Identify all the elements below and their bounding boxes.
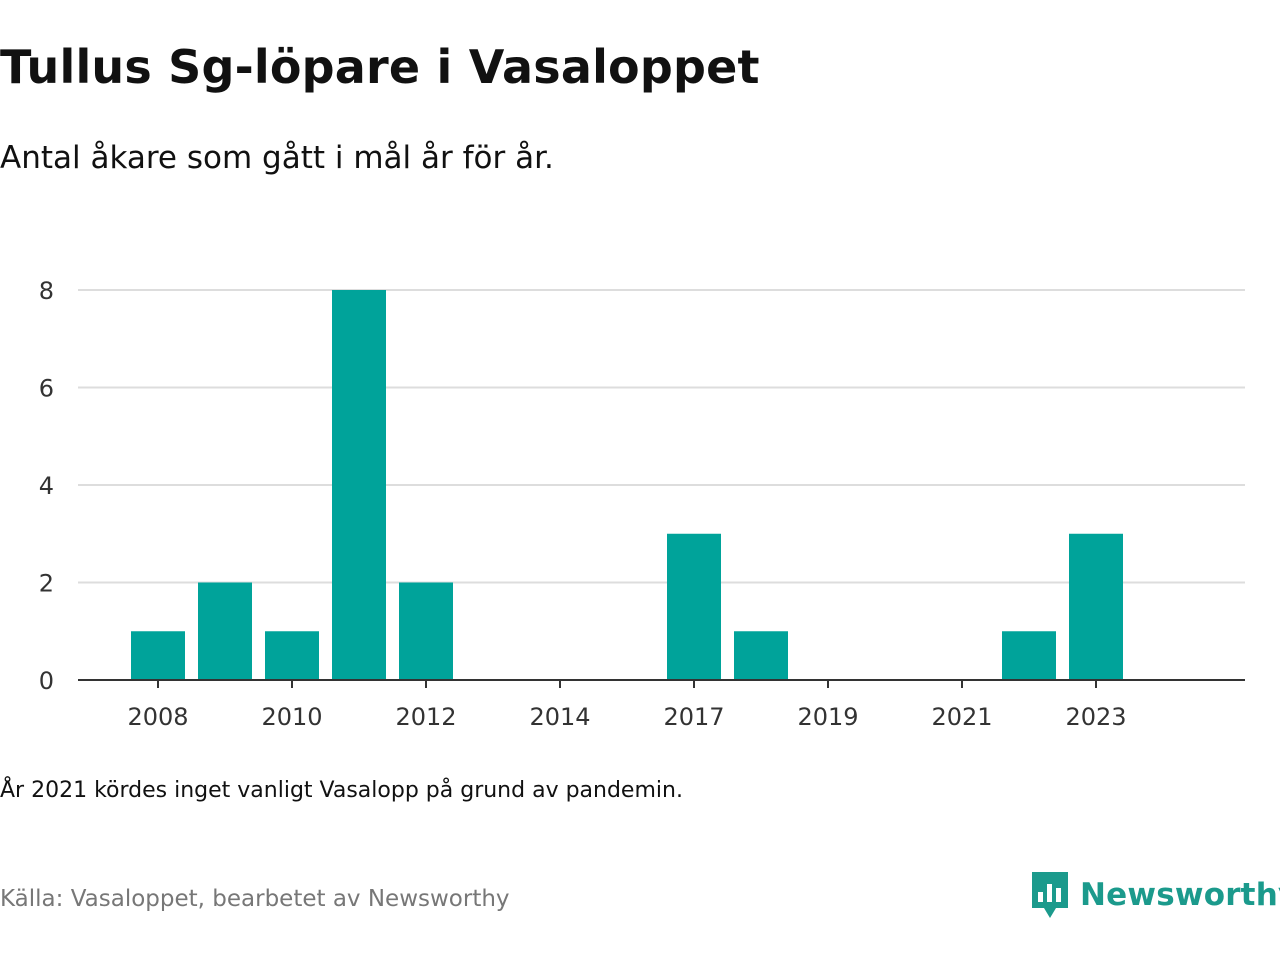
bar-2017 — [667, 533, 721, 680]
bar-2010 — [265, 631, 319, 680]
bar-2008 — [131, 631, 185, 680]
newsworthy-logo: Newsworthy — [1030, 870, 1280, 920]
x-tick-label: 2021 — [931, 703, 992, 731]
bar-2022 — [1002, 631, 1056, 680]
y-tick-label: 6 — [39, 375, 54, 403]
bar-chart: 0 2 4 6 8 2008 2010 2012 2014 2017 2019 2021 2023 — [39, 277, 1245, 731]
y-axis-ticks: 0 2 4 6 8 — [39, 277, 54, 695]
bar-2018 — [734, 631, 788, 680]
y-tick-label: 2 — [39, 570, 54, 598]
x-axis-ticks: 2008 2010 2012 2014 2017 2019 2021 2023 — [127, 680, 1127, 731]
x-tick-label: 2014 — [529, 703, 590, 731]
x-tick-label: 2010 — [261, 703, 322, 731]
chart-title: Tullus Sg-löpare i Vasaloppet — [0, 40, 760, 94]
x-tick-label: 2012 — [395, 703, 456, 731]
x-tick-label: 2023 — [1065, 703, 1126, 731]
y-tick-label: 8 — [39, 277, 54, 305]
source-text: Källa: Vasaloppet, bearbetet av Newswort… — [0, 886, 510, 912]
bar-2011 — [332, 290, 386, 680]
gridlines — [78, 289, 1245, 584]
y-tick-label: 0 — [39, 667, 54, 695]
x-tick-label: 2008 — [127, 703, 188, 731]
x-tick-label: 2019 — [797, 703, 858, 731]
chart-subtitle: Antal åkare som gått i mål år för år. — [0, 140, 554, 176]
y-tick-label: 4 — [39, 472, 54, 500]
footnote: År 2021 kördes inget vanligt Vasalopp på… — [0, 778, 683, 803]
brand-name: Newsworthy — [1080, 877, 1280, 913]
newsworthy-logo-icon — [1032, 872, 1068, 918]
bars — [131, 290, 1123, 680]
bar-2023 — [1069, 533, 1123, 680]
bar-2012 — [399, 582, 453, 680]
bar-2009 — [198, 582, 252, 680]
x-tick-label: 2017 — [663, 703, 724, 731]
